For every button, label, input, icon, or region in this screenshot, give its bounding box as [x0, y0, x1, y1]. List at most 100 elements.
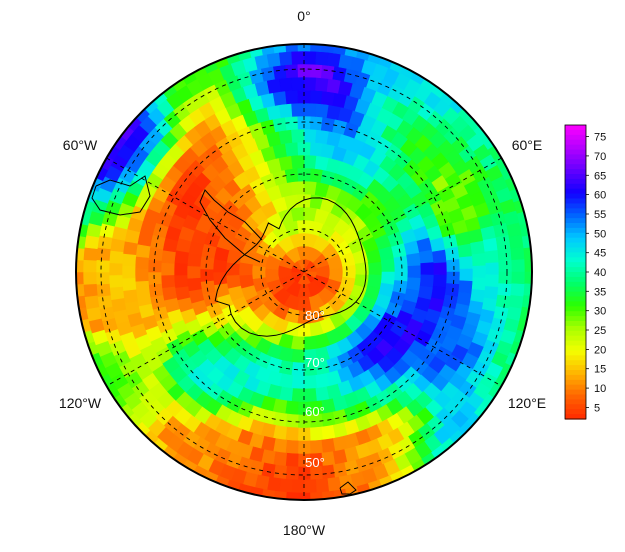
grid-cell — [314, 373, 330, 389]
grid-cell — [272, 451, 288, 467]
colorbar-segment — [565, 257, 586, 263]
grid-cell — [459, 256, 474, 270]
grid-cell — [285, 439, 299, 455]
grid-cell — [97, 294, 113, 310]
colorbar-segment — [565, 267, 586, 273]
colorbar-segment — [565, 291, 586, 298]
grid-cell — [483, 286, 499, 301]
grid-cell — [278, 478, 293, 493]
grid-cell — [495, 234, 511, 250]
colorbar-segment — [565, 272, 586, 278]
lon-label-180w: 180°W — [283, 522, 326, 538]
grid-cell — [309, 89, 323, 105]
grid-cell — [511, 271, 526, 285]
grid-cell — [84, 294, 100, 310]
lat-label-50: 50° — [305, 455, 325, 470]
colorbar-segment — [565, 178, 586, 185]
colorbar-tick-label: 65 — [594, 170, 606, 182]
grid-cell — [290, 361, 305, 377]
grid-cell — [498, 271, 513, 285]
colorbar-segment — [565, 306, 586, 312]
grid-cell — [459, 268, 474, 282]
graticule — [100, 44, 508, 500]
grid-cell — [291, 102, 305, 117]
grid-cell — [284, 141, 299, 157]
colorbar-segment — [565, 144, 586, 151]
grid-cell — [278, 51, 293, 66]
grid-cell — [315, 478, 330, 493]
colorbar-segment — [565, 203, 586, 209]
grid-cell — [303, 102, 317, 117]
colorbar-segment — [565, 345, 586, 351]
colorbar-segment — [565, 360, 586, 366]
grid-cell — [291, 375, 305, 390]
grid-cell — [314, 386, 330, 402]
colorbar-tick-label: 45 — [594, 248, 606, 260]
colorbar-segment — [565, 374, 586, 381]
grid-cell — [291, 76, 305, 91]
grid-cell — [484, 250, 500, 264]
grid-cell — [406, 252, 422, 267]
grid-cell — [160, 274, 176, 289]
south-america-tip-outline — [91, 175, 151, 216]
grid-cell — [394, 268, 409, 282]
colorbar-segment — [565, 394, 586, 400]
grid-cell — [315, 103, 330, 119]
grid-cell — [136, 291, 152, 307]
grid-cell — [278, 155, 294, 171]
coastline — [91, 175, 367, 495]
colorbar-segment — [565, 232, 586, 239]
colorbar-segment — [565, 262, 586, 268]
grid-cell — [420, 262, 435, 276]
grid-cell — [432, 274, 448, 289]
colorbar-segment — [565, 330, 586, 337]
colorbar-segment — [565, 286, 586, 293]
grid-cell — [290, 180, 305, 196]
grid-cell — [506, 222, 523, 238]
grid-cell — [418, 249, 434, 264]
grid-cell — [309, 141, 324, 157]
grid-cell — [303, 76, 317, 91]
colorbar-segment — [565, 301, 586, 307]
colorbar-gradient — [565, 125, 586, 420]
grid-cell — [110, 297, 127, 313]
grid-cell — [303, 50, 317, 65]
grid-cell — [291, 50, 305, 65]
grid-cell — [485, 274, 500, 288]
grid-cell — [82, 259, 97, 273]
colorbar-tick-label: 10 — [594, 383, 606, 395]
grid-cell — [109, 286, 125, 301]
grid-cell — [134, 268, 149, 282]
colorbar-segment — [565, 325, 586, 332]
grid-cell — [290, 348, 305, 364]
grid-cell — [355, 261, 370, 276]
colorbar-segment — [565, 169, 586, 175]
grid-cell — [284, 426, 299, 442]
grid-cell — [83, 283, 98, 298]
grid-cell — [85, 306, 102, 322]
lat-circle-50 — [100, 68, 508, 476]
grid-cell — [134, 256, 149, 270]
colorbar-segment — [565, 321, 586, 327]
grid-cell — [96, 247, 111, 261]
grid-cell — [134, 280, 150, 295]
grid-cell — [266, 52, 282, 68]
colorbar-tick-label: 70 — [594, 151, 606, 163]
colorbar-segment — [565, 247, 586, 253]
colorbar-tick-label: 75 — [594, 132, 606, 144]
grid-cell — [332, 449, 348, 465]
grid-cell — [272, 64, 288, 80]
colorbar-segment — [565, 213, 586, 219]
colorbar-segment — [565, 237, 586, 244]
colorbar-tick-label: 30 — [594, 306, 606, 318]
grid-cell — [186, 277, 202, 292]
grid-cell — [458, 280, 474, 295]
grid-cell — [122, 288, 138, 304]
grid-cell — [309, 439, 323, 455]
grid-cell — [471, 277, 487, 291]
grid-cell — [291, 479, 305, 494]
lon-label-0: 0° — [297, 8, 310, 24]
colorbar-segment — [565, 350, 586, 356]
grid-cell — [309, 426, 324, 442]
colorbar-segment — [565, 193, 586, 200]
